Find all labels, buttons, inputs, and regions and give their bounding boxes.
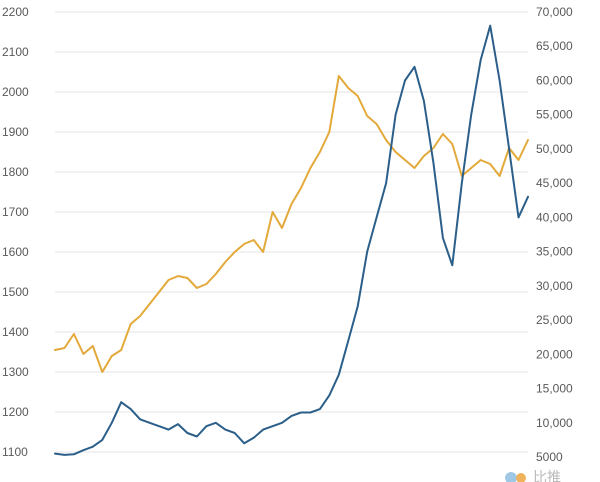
watermark-text: 比推 [533,470,561,482]
right-tick-label: 65,000 [536,39,573,53]
watermark-logo: 比推 [505,470,561,482]
right-tick-label: 25,000 [536,313,573,327]
watermark-badge-icon [505,472,517,482]
right-tick-label: 20,000 [536,347,573,361]
right-tick-label: 60,000 [536,73,573,87]
left-tick-label: 2100 [2,45,29,59]
series-line-left-axis [54,75,529,373]
right-tick-label: 40,000 [536,210,573,224]
left-tick-label: 1700 [2,205,29,219]
left-tick-label: 1600 [2,245,29,259]
right-tick-label: 5000 [536,450,563,464]
left-tick-label: 2200 [2,5,29,19]
right-tick-label: 45,000 [536,176,573,190]
series-line-right-axis [54,24,529,456]
left-tick-label: 2000 [2,85,29,99]
left-tick-label: 1900 [2,125,29,139]
right-tick-label: 35,000 [536,245,573,259]
left-axis-tick-labels: 2200 2100 2000 1900 1800 1700 1600 1500 1400 1300… [2,5,29,459]
right-tick-label: 30,000 [536,279,573,293]
right-tick-label: 15,000 [536,382,573,396]
right-tick-label: 55,000 [536,108,573,122]
right-tick-label: 10,000 [536,416,573,430]
right-tick-label: 50,000 [536,142,573,156]
watermark-coin-icon [516,473,526,482]
series-lines [54,24,529,456]
right-tick-label: 70,000 [536,5,573,19]
left-tick-label: 1100 [2,445,28,459]
left-tick-label: 1300 [2,365,29,379]
left-tick-label: 1400 [2,325,29,339]
left-tick-label: 1200 [2,405,29,419]
left-tick-label: 1500 [2,285,29,299]
left-tick-label: 1800 [2,165,29,179]
right-axis-tick-labels: 70,000 65,000 60,000 55,000 50,000 45,000 40,0… [536,5,573,464]
